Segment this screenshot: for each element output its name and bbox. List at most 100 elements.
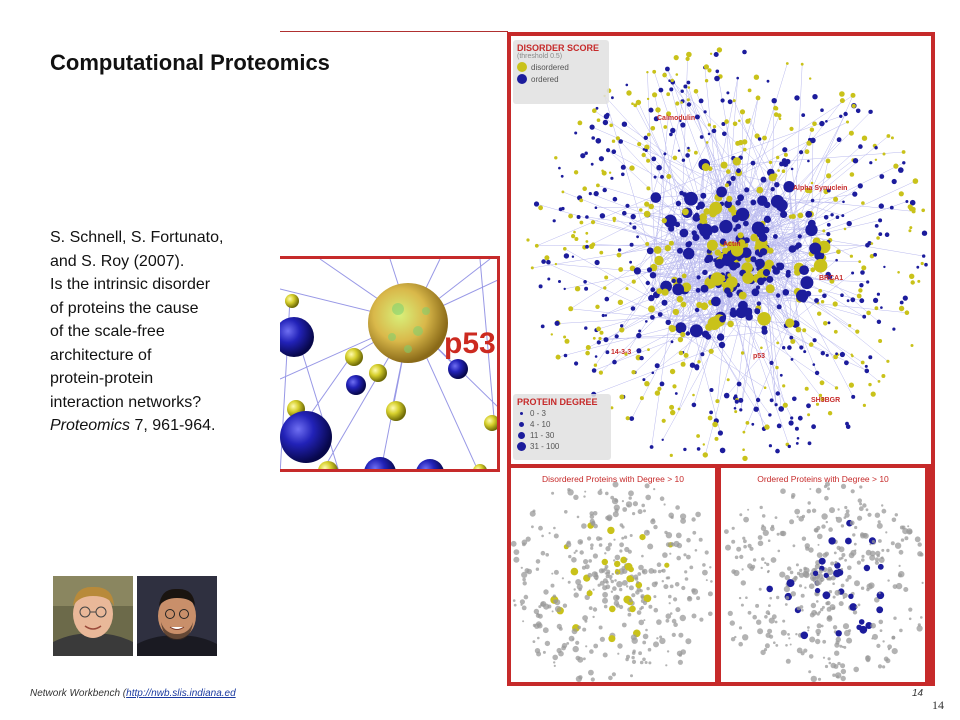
subgraph-node — [841, 553, 846, 557]
subgraph-node — [877, 664, 883, 669]
subgraph-node — [623, 535, 628, 539]
graph-node — [618, 139, 623, 144]
graph-node — [596, 183, 600, 188]
graph-node — [642, 378, 646, 382]
subgraph-node — [816, 525, 821, 531]
subgraph-node — [755, 603, 760, 608]
subgraph-node — [666, 650, 670, 653]
subgraph-node — [807, 629, 810, 632]
subgraph-node — [619, 604, 624, 610]
graph-edge — [696, 217, 924, 257]
subgraph-node — [840, 668, 847, 675]
subgraph-node — [820, 577, 825, 582]
graph-node — [716, 47, 723, 53]
graph-node — [866, 280, 870, 284]
subgraph-node — [895, 582, 903, 590]
graph-node — [604, 314, 608, 317]
graph-node — [768, 160, 773, 165]
citation-line: architecture of — [50, 346, 152, 364]
footer-link[interactable]: http://nwb.slis.indiana.ed — [126, 688, 236, 699]
graph-node — [584, 326, 588, 330]
subgraph-node — [869, 550, 876, 557]
subgraph-node — [869, 543, 872, 546]
graph-node — [668, 79, 671, 82]
graph-node — [884, 232, 890, 237]
graph-node — [646, 267, 653, 273]
graph-node — [612, 359, 617, 365]
graph-node — [685, 153, 690, 158]
graph-node — [779, 161, 784, 167]
subgraph-node — [532, 640, 536, 643]
subgraph-node — [891, 635, 896, 640]
graph-node — [574, 131, 578, 135]
subgraph-node — [852, 533, 856, 537]
subgraph-node — [835, 636, 841, 643]
graph-node — [599, 250, 604, 255]
graph-node — [922, 254, 926, 258]
subgraph-node — [848, 593, 854, 599]
subgraph-node — [801, 608, 804, 612]
graph-node — [886, 359, 890, 363]
graph-node — [686, 98, 690, 102]
graph-node — [864, 364, 868, 368]
subgraph-node — [684, 570, 688, 574]
graph-node — [686, 80, 691, 85]
graph-node — [707, 132, 711, 136]
subgraph-node — [553, 664, 556, 667]
graph-node — [645, 320, 648, 323]
graph-node — [845, 424, 851, 430]
subgraph-node — [678, 632, 684, 638]
subgraph-node — [657, 569, 662, 574]
subgraph-node — [814, 563, 820, 569]
subgraph-node — [863, 564, 871, 572]
subgraph-node — [829, 604, 836, 611]
subgraph-node — [550, 583, 555, 588]
graph-node — [582, 186, 587, 191]
graph-node — [585, 215, 589, 219]
subgraph-node — [862, 503, 867, 508]
graph-node — [817, 311, 822, 316]
subgraph-node — [820, 607, 824, 612]
subgraph-node — [664, 562, 670, 568]
subgraph-node — [621, 622, 627, 628]
subgraph-node — [776, 532, 780, 536]
subgraph-node — [881, 556, 884, 559]
graph-node — [861, 135, 868, 141]
graph-node — [650, 315, 655, 320]
subgraph-node — [840, 524, 845, 528]
graph-node — [598, 370, 603, 375]
subgraph-node — [561, 642, 568, 649]
graph-node — [629, 222, 632, 225]
subgraph-node — [729, 620, 735, 626]
subgraph-node — [553, 661, 556, 664]
subgraph-node — [591, 571, 598, 578]
graph-node — [775, 365, 779, 370]
graph-node — [555, 354, 561, 360]
graph-node — [673, 55, 679, 61]
subgraph-node — [789, 519, 795, 525]
graph-node — [775, 391, 780, 396]
graph-node — [604, 296, 610, 302]
subgraph-node — [621, 536, 625, 540]
graph-node — [864, 368, 870, 374]
graph-node — [659, 381, 665, 387]
citation-journal: Proteomics — [50, 417, 131, 434]
graph-node — [695, 205, 701, 210]
graph-node — [721, 255, 733, 267]
subgraph-node — [801, 536, 807, 541]
subgraph-node — [653, 607, 659, 613]
subgraph-node — [628, 566, 634, 573]
graph-node — [636, 235, 639, 239]
graph-node — [574, 361, 579, 366]
graph-node — [533, 201, 540, 207]
subgraph-node — [785, 644, 788, 647]
subgraph-node — [768, 617, 775, 624]
graph-node — [722, 131, 727, 137]
graph-node — [753, 74, 760, 80]
graph-node — [726, 91, 730, 95]
subgraph-node — [581, 523, 587, 529]
graph-node — [823, 321, 828, 326]
graph-node — [579, 198, 584, 203]
subgraph-node — [854, 580, 860, 587]
graph-node — [839, 91, 845, 97]
